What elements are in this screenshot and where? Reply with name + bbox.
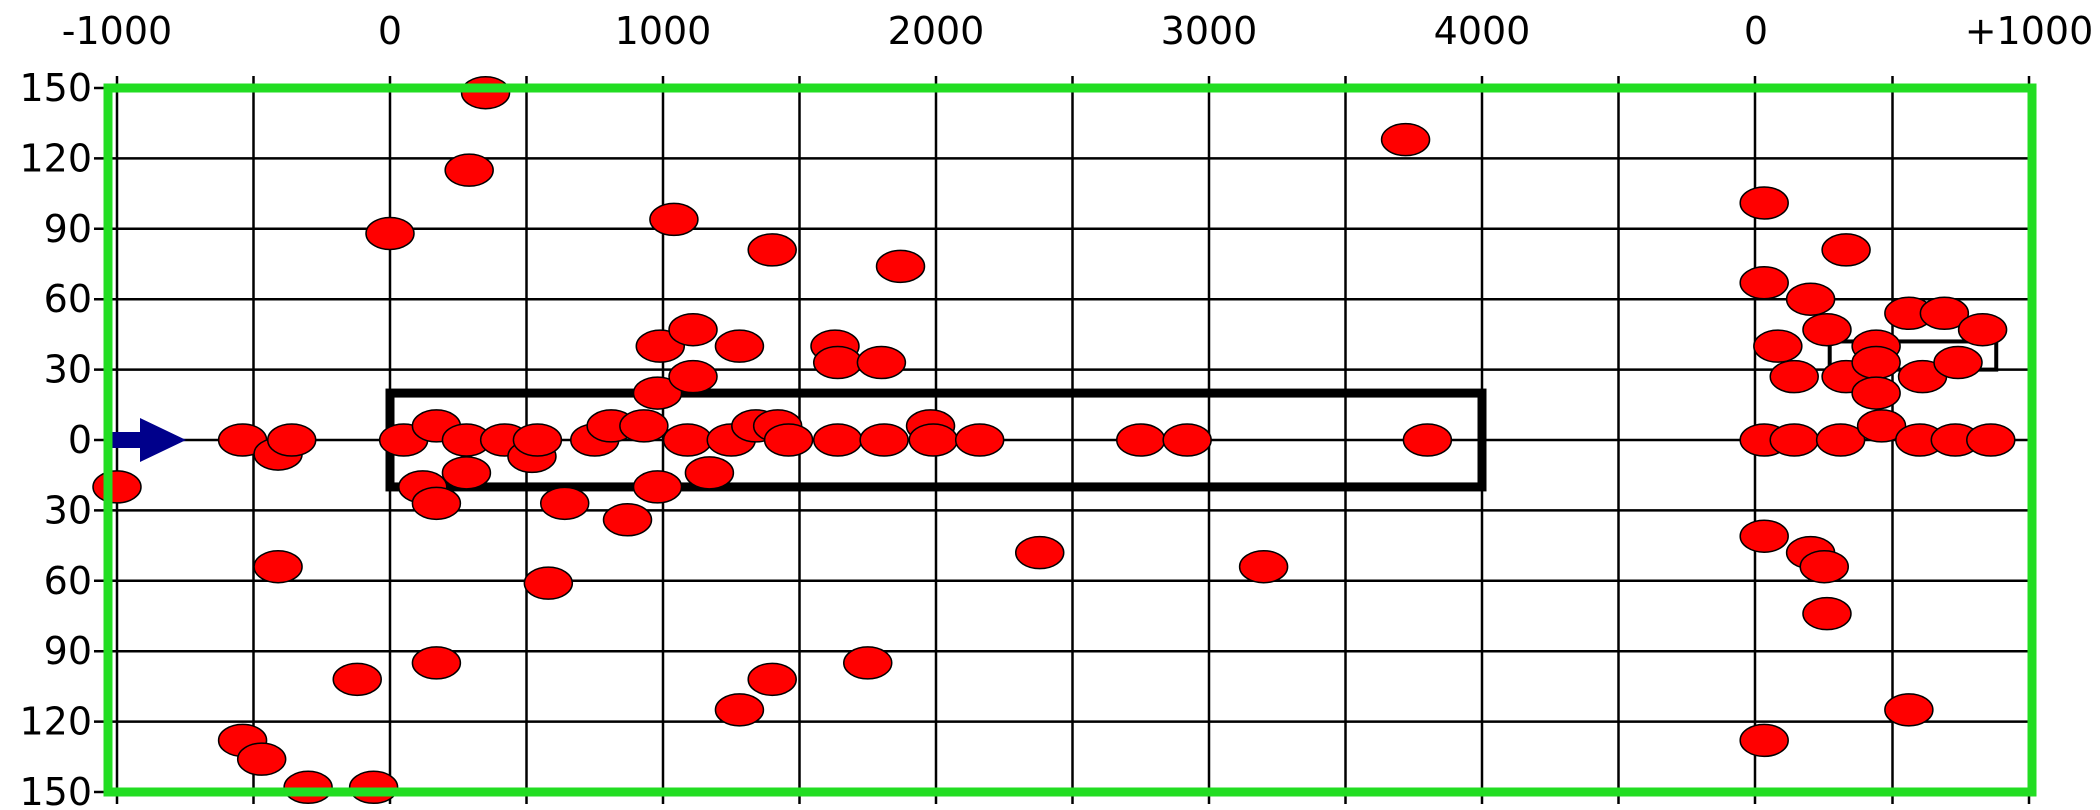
data-point-89 [1739,723,1789,758]
x-tick-label: -1000 [62,9,172,53]
data-point-46 [875,249,926,284]
data-point-84 [1739,519,1789,553]
x-tick-label: 0 [378,9,402,53]
data-point-42 [763,423,814,457]
x-tick-label: 1000 [615,9,712,53]
data-point-24 [411,646,462,680]
data-point-9 [348,770,399,805]
data-point-65 [1785,282,1836,316]
y-tick-label: 30 [44,348,92,392]
x-tick-label: 0 [1744,9,1768,53]
data-point-63 [1753,329,1803,363]
data-point-37 [747,233,797,267]
data-point-55 [1014,535,1065,570]
data-point-38 [632,470,683,504]
right-arrow-icon [112,418,186,462]
data-point-67 [1821,233,1871,267]
data-point-83 [1966,423,2016,457]
y-axis-ticks: 150 120 90 60 30 0 30 60 90 120 150 [19,66,92,810]
plot-frame [103,83,2037,797]
data-point-23 [523,566,574,600]
data-point-87 [1802,596,1852,631]
data-point-34 [684,456,735,490]
x-tick-label: 3000 [1161,9,1258,53]
data-point-27 [619,409,669,443]
annotations [112,339,1999,492]
data-point-51 [954,423,1005,457]
data-points [92,75,2016,805]
data-point-59 [1380,122,1431,157]
data-point-54 [843,646,893,680]
data-point-62 [1739,266,1789,300]
data-point-22 [539,486,590,521]
data-point-88 [1884,693,1934,727]
data-point-0 [92,470,142,504]
y-tick-label: 120 [19,700,92,744]
data-point-79 [1933,345,1983,380]
y-tick-label: 150 [19,770,92,810]
y-tick-label: 90 [44,629,92,673]
y-tick-label: 60 [44,277,92,321]
data-point-78 [1919,296,1970,331]
data-point-86 [1799,549,1849,584]
x-tick-label: 2000 [888,9,985,53]
y-tick-label: 60 [44,559,92,603]
x-axis-ticks: -1000 0 1000 2000 3000 4000 0 +1000 [62,9,2093,53]
data-point-47 [812,423,863,457]
data-point-8 [332,662,382,697]
data-point-66 [1802,312,1852,347]
y-tick-label: 0 [68,418,92,462]
data-point-69 [1769,423,1819,457]
data-point-4 [253,549,303,584]
data-point-53 [714,693,765,727]
data-point-56 [1116,423,1166,457]
data-point-39 [602,503,653,537]
data-point-52 [747,662,797,697]
x-tick-label: 4000 [1434,9,1531,53]
x-tick-label: +1000 [1965,9,2094,53]
y-tick-label: 120 [19,136,92,180]
data-point-12 [444,153,494,187]
data-point-73 [1851,345,1901,380]
data-point-33 [662,423,713,457]
data-point-32 [649,202,699,237]
data-point-6 [236,742,287,776]
data-point-44 [812,345,863,380]
data-point-80 [1957,312,2008,347]
data-point-57 [1162,423,1212,457]
data-point-7 [283,770,333,805]
data-point-75 [1856,409,1907,443]
data-point-70 [1815,423,1866,457]
data-point-18 [512,423,563,457]
data-point-50 [908,423,959,457]
data-point-20 [411,486,462,521]
data-point-61 [1739,186,1789,220]
data-point-3 [266,423,317,457]
data-point-48 [859,423,909,457]
data-point-30 [668,312,718,347]
data-point-64 [1769,359,1819,394]
data-point-60 [1402,423,1453,457]
data-point-58 [1238,549,1289,584]
data-point-45 [856,345,907,380]
data-point-10 [365,216,415,251]
y-tick-label: 90 [44,207,92,251]
data-point-31 [668,359,718,394]
data-point-21 [441,456,492,490]
data-point-11 [460,75,511,110]
y-tick-label: 30 [44,488,92,532]
data-point-28 [632,376,683,410]
y-tick-label: 150 [19,66,92,110]
data-point-74 [1851,376,1901,410]
data-point-36 [714,329,765,363]
